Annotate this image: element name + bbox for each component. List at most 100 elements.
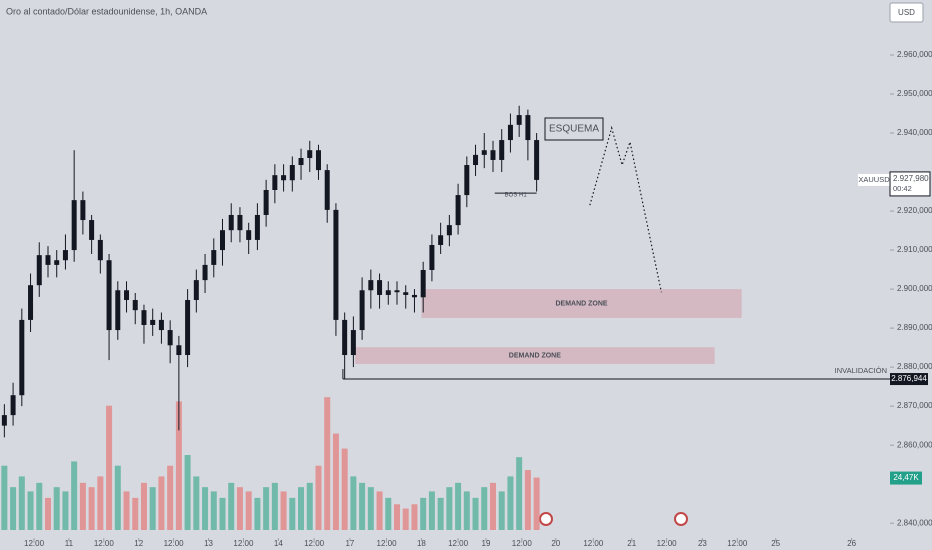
volume-bar	[193, 476, 200, 530]
volume-bar	[428, 491, 435, 530]
volume-bar	[202, 487, 209, 530]
y-tick-label: 2.900,000	[897, 284, 932, 293]
y-tick-label: 2.950,000	[897, 89, 932, 98]
x-tick-label: 12	[134, 539, 143, 548]
bos-label: BOS H1	[505, 193, 528, 199]
volume-label: 24,47K	[893, 473, 919, 482]
x-tick-label: 19	[482, 539, 491, 548]
x-tick-label: 12:00	[448, 539, 469, 548]
candle-body	[420, 269, 426, 298]
volume-bar	[123, 491, 130, 530]
x-tick-label: 20	[551, 539, 560, 548]
event-icon[interactable]	[539, 512, 553, 526]
volume-bar	[106, 405, 113, 530]
volume-bar	[1, 465, 8, 530]
countdown: 00:42	[893, 184, 912, 193]
x-tick-label: 12:00	[304, 539, 325, 548]
candle-body	[481, 150, 487, 155]
volume-bar	[420, 497, 427, 530]
candle-body	[455, 195, 461, 226]
volume-bar	[132, 497, 139, 530]
volume-bar	[184, 455, 191, 530]
volume-bar	[158, 476, 165, 530]
x-tick-label: 23	[698, 539, 707, 548]
volume-bar	[507, 476, 514, 530]
x-tick-label: 12:00	[94, 539, 115, 548]
symbol: XAUUSD	[858, 175, 890, 184]
candle-body	[150, 319, 156, 325]
volume-bar	[228, 482, 235, 530]
volume-bar	[289, 497, 296, 530]
x-tick-label: 18	[417, 539, 426, 548]
y-tick-label: 2.940,000	[897, 128, 932, 137]
event-icon[interactable]	[674, 512, 688, 526]
volume-bar	[402, 508, 409, 530]
volume-bar	[140, 482, 147, 530]
candle-body	[473, 154, 479, 166]
x-tick-label: 13	[204, 539, 213, 548]
volume-bar	[411, 504, 418, 530]
x-tick-label: 12:00	[657, 539, 678, 548]
currency-button[interactable]	[889, 2, 924, 23]
x-tick-label: 12:00	[727, 539, 748, 548]
volume-bar	[367, 487, 374, 530]
candle-body	[246, 230, 252, 240]
y-tick-label: 2.960,000	[897, 50, 932, 59]
x-tick-label: 12:00	[377, 539, 398, 548]
volume-bar	[324, 397, 331, 530]
volume-bar	[524, 470, 531, 530]
x-tick-label: 12:00	[583, 539, 604, 548]
candle-body	[176, 345, 182, 356]
candle-body	[324, 170, 330, 210]
volume-bar	[62, 491, 69, 530]
volume-bar	[53, 487, 60, 530]
volume-bar	[376, 491, 383, 530]
candle-body	[185, 300, 191, 356]
symbol-box	[858, 173, 890, 186]
x-tick-label: 12:00	[24, 539, 45, 548]
volume-bar	[332, 433, 339, 530]
candle-body	[315, 150, 321, 171]
volume-bar	[455, 482, 462, 530]
volume-bar	[254, 497, 261, 530]
x-tick-label: 26	[847, 539, 856, 548]
x-tick-label: 14	[274, 539, 283, 548]
candle-body	[298, 158, 304, 166]
currency[interactable]: USD	[898, 8, 915, 17]
volume-bar	[516, 457, 523, 530]
candle-body	[10, 395, 16, 416]
volume-bar	[210, 491, 217, 530]
candle-body	[525, 115, 531, 141]
candle-body	[534, 140, 540, 180]
candle-body	[158, 319, 164, 331]
y-tick-label: 2.860,000	[897, 440, 932, 449]
candle-body	[411, 294, 417, 298]
x-tick-label: 25	[771, 539, 780, 548]
candle-body	[1, 415, 7, 426]
volume-bar	[44, 497, 51, 530]
y-tick-label: 2.870,000	[897, 401, 932, 410]
candle-body	[385, 290, 391, 295]
candle-body	[220, 230, 225, 251]
volume-bar	[298, 487, 305, 530]
invalidation-value: 2.876,944	[891, 374, 927, 383]
candle-body	[97, 239, 103, 261]
candle-body	[281, 175, 287, 181]
candle-body	[490, 150, 496, 160]
candle-body	[124, 290, 130, 301]
candle-body	[132, 300, 138, 311]
candle-body	[377, 280, 383, 295]
candle-body	[499, 140, 505, 160]
price-value: 2.927,980	[893, 174, 929, 183]
candle-body	[333, 209, 339, 320]
volume-bar	[306, 482, 313, 530]
volume-bar	[315, 465, 322, 530]
volume-bar	[271, 482, 278, 530]
candle-body	[115, 290, 121, 331]
volume-bar	[481, 487, 488, 530]
volume-bar	[27, 491, 34, 530]
volume-bar	[437, 497, 444, 530]
volume-bar	[533, 477, 540, 530]
